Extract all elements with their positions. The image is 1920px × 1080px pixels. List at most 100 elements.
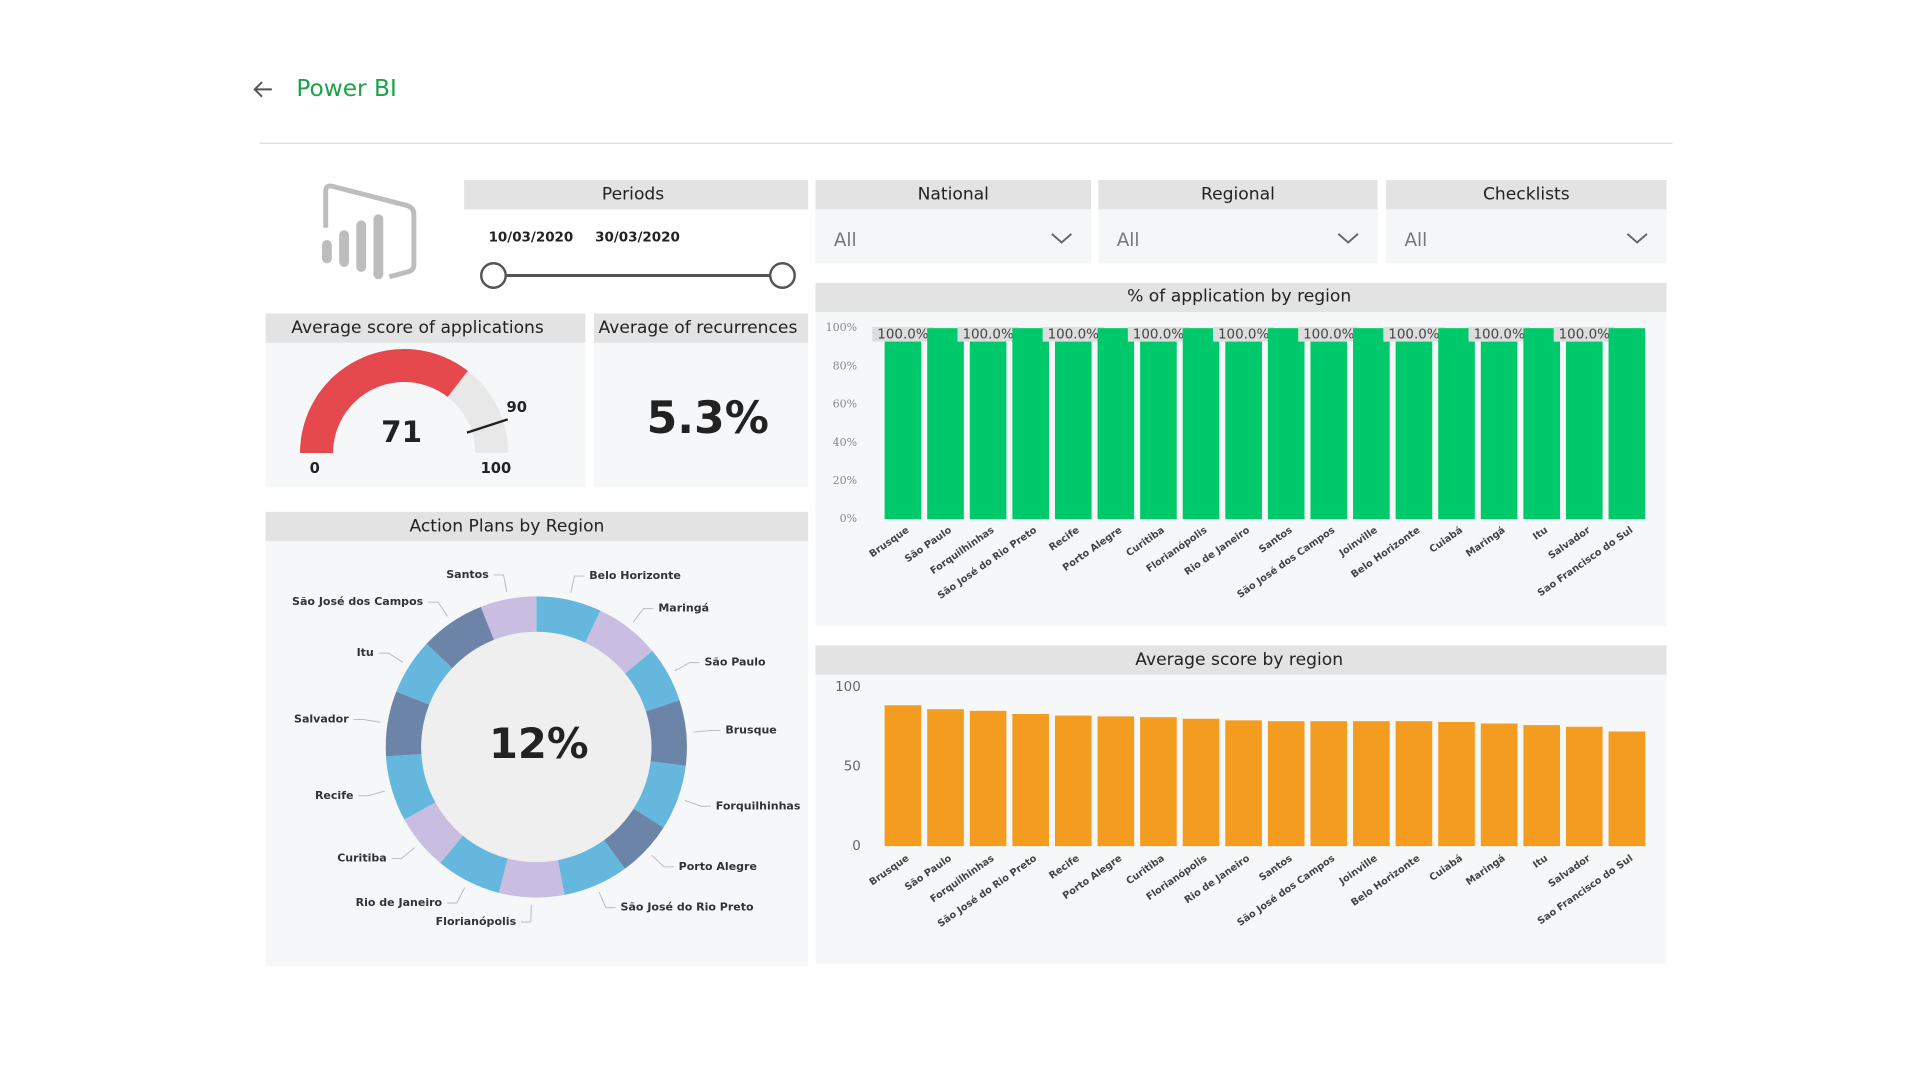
donut-label: Itu — [357, 646, 374, 659]
slider-handle[interactable] — [480, 262, 507, 289]
value-label: 100.0% — [1559, 327, 1611, 342]
bar — [1182, 328, 1220, 520]
value-label-bg — [872, 326, 934, 342]
donut-label: Rio de Janeiro — [356, 896, 443, 909]
y-tick-label: 40% — [833, 436, 857, 449]
panel-title: Action Plans by Region — [409, 517, 604, 537]
leader-line — [598, 891, 616, 909]
value-label-bg — [1298, 326, 1360, 342]
dropdown-value[interactable]: All — [834, 230, 857, 251]
leader-line — [358, 790, 385, 797]
value-label: 100.0% — [1048, 327, 1100, 342]
dropdown-box[interactable] — [1098, 209, 1378, 264]
bar — [969, 328, 1007, 520]
leader-line — [353, 719, 381, 723]
leader-line — [521, 904, 532, 923]
bar — [1565, 328, 1603, 520]
donut-label: Recife — [315, 789, 354, 802]
bar — [1182, 718, 1220, 847]
leader-line — [493, 574, 508, 592]
donut-segment — [385, 691, 430, 757]
value-label: 100.0% — [1133, 327, 1185, 342]
dropdown-box[interactable] — [1386, 209, 1667, 264]
leader-line — [632, 608, 654, 623]
bar — [1353, 721, 1390, 847]
bar — [1395, 721, 1433, 847]
donut-label: São Paulo — [704, 656, 766, 669]
filter-header — [1386, 180, 1667, 210]
donut-segment — [426, 606, 494, 669]
y-tick-label: 80% — [833, 359, 857, 372]
dropdown-box[interactable] — [815, 209, 1092, 264]
panel-header — [815, 645, 1667, 675]
donut-segment — [633, 761, 686, 828]
bar — [884, 705, 922, 847]
bar — [1523, 725, 1561, 847]
donut-label: Forquilhinhas — [716, 799, 801, 812]
donut-segment — [625, 650, 680, 712]
panel — [593, 342, 809, 488]
donut-segment — [536, 596, 601, 643]
bar — [927, 328, 964, 520]
bar — [884, 328, 922, 520]
filter-title: National — [918, 185, 989, 205]
gauge-value-label: 71 — [381, 415, 422, 449]
back-arrow[interactable] — [253, 81, 272, 98]
y-tick-label: 20% — [833, 474, 857, 487]
value-label-bg — [1468, 326, 1530, 342]
donut-segment — [440, 835, 508, 893]
filter-title: Checklists — [1483, 185, 1570, 205]
donut-segment — [557, 840, 625, 895]
dropdown-chevron[interactable] — [1337, 233, 1359, 244]
donut-label: Brusque — [725, 723, 776, 736]
value-label: 100.0% — [1218, 327, 1270, 342]
dropdown-value[interactable]: All — [1404, 230, 1427, 251]
dropdown-value[interactable]: All — [1117, 230, 1140, 251]
value-label-bg — [1042, 326, 1104, 342]
donut-segment — [585, 610, 653, 674]
bar — [1608, 328, 1646, 520]
gauge-track — [447, 370, 509, 454]
panel-title: Average score of applications — [291, 318, 544, 338]
leader-line — [651, 854, 674, 868]
donut-label: São José dos Campos — [292, 595, 424, 608]
bar — [1565, 726, 1603, 847]
page-title: Power BI — [296, 75, 397, 102]
leader-line — [447, 887, 466, 904]
leader-line — [693, 729, 721, 733]
donut-segment — [396, 643, 453, 705]
bar — [1310, 721, 1348, 847]
bar — [1310, 328, 1348, 520]
bar — [1225, 328, 1262, 520]
back-button[interactable] — [253, 81, 272, 98]
bar — [927, 709, 964, 847]
donut-label: São José do Rio Preto — [621, 901, 754, 914]
y-tick-label: 0 — [852, 839, 861, 854]
bar — [1097, 716, 1135, 847]
dropdown-chevron[interactable] — [1051, 233, 1073, 244]
powerbi-logo — [322, 183, 417, 280]
bar — [1054, 715, 1092, 847]
panel-title: % of application by region — [1127, 286, 1351, 306]
dropdown[interactable]: All — [1098, 209, 1378, 264]
gauge-min-label: 0 — [310, 460, 320, 477]
gauge-target — [466, 418, 509, 434]
bar — [1523, 328, 1561, 520]
dropdown[interactable]: All — [1386, 209, 1667, 264]
slider-handle[interactable] — [768, 262, 796, 289]
kpi-value: 5.3% — [647, 393, 769, 444]
donut-segment — [603, 808, 664, 869]
donut-label: Belo Horizonte — [589, 569, 681, 582]
value-label-bg — [1553, 326, 1615, 342]
dropdown-chevron[interactable] — [1626, 233, 1648, 244]
value-label: 100.0% — [1388, 327, 1440, 342]
leader-line — [391, 847, 415, 860]
bar — [1267, 721, 1305, 847]
leader-line — [570, 575, 585, 593]
dropdown[interactable]: All — [815, 209, 1092, 264]
bar — [1140, 717, 1177, 847]
filter-title: Periods — [602, 185, 664, 205]
bar — [1054, 328, 1092, 520]
